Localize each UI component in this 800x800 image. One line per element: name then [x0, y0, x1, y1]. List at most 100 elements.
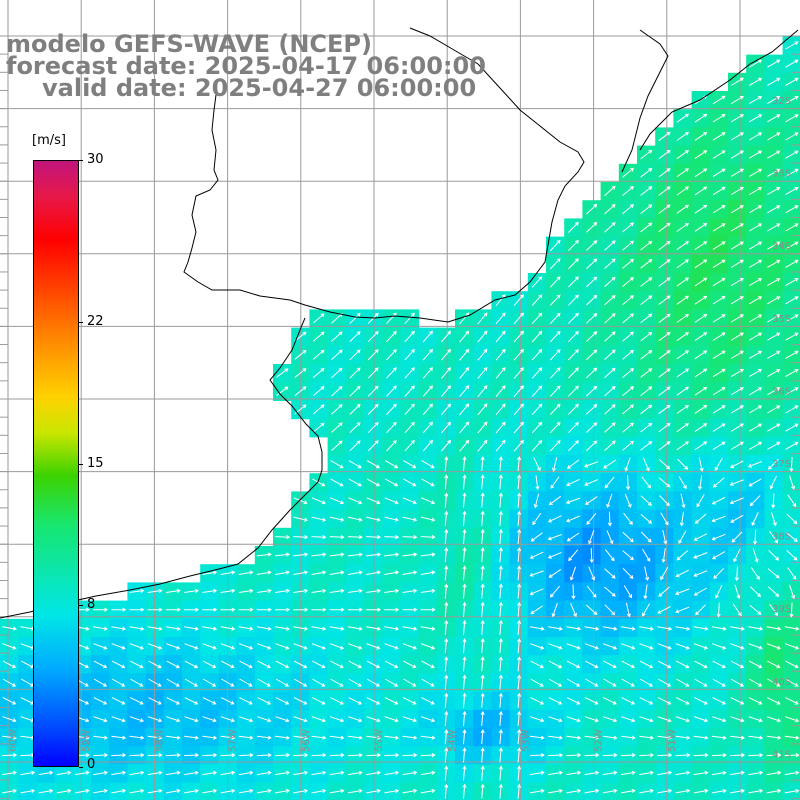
wind-arrow [366, 735, 381, 740]
wind-arrow [767, 241, 781, 250]
wind-arrow [184, 660, 199, 669]
wind-arrow [516, 747, 522, 763]
wind-arrow [767, 441, 781, 450]
wind-arrow [420, 753, 436, 758]
wind-arrow [384, 770, 400, 776]
wind-arrow [620, 735, 636, 740]
wind-arrow [657, 643, 672, 650]
latitude-label: 37S [772, 459, 791, 470]
wind-arrow [129, 626, 145, 631]
wind-arrow [584, 770, 600, 776]
wind-arrow [293, 552, 309, 557]
wind-arrow [694, 697, 708, 705]
wind-arrow [329, 588, 345, 593]
wind-arrow [165, 788, 181, 794]
wind-arrow [641, 476, 651, 489]
wind-arrow [516, 510, 522, 526]
wind-arrow [640, 295, 653, 305]
wind-arrow [349, 367, 361, 379]
wind-arrow [516, 492, 522, 508]
wind-arrow [622, 550, 634, 561]
wind-arrow [384, 626, 400, 631]
wind-arrow [347, 552, 363, 557]
wind-arrow [220, 643, 236, 650]
wind-arrow [56, 788, 72, 794]
wind-arrow [697, 475, 703, 491]
wind-arrow [769, 475, 777, 490]
wind-arrow [639, 753, 655, 758]
wind-arrow [93, 788, 108, 794]
wind-arrow [729, 497, 744, 505]
wind-arrow [147, 607, 163, 612]
wind-arrow [384, 660, 399, 669]
wind-arrow [551, 457, 558, 472]
wind-arrow [785, 223, 799, 232]
wind-speed-field [0, 36, 800, 800]
wind-arrow [293, 697, 308, 705]
wind-arrow [516, 547, 522, 563]
wind-arrow [676, 259, 689, 269]
wind-arrow [712, 387, 726, 396]
wind-arrow [620, 626, 636, 631]
wind-arrow [676, 441, 689, 451]
wind-arrow [606, 530, 614, 545]
wind-arrow [602, 788, 618, 794]
wind-arrow [202, 626, 218, 631]
wind-arrow [604, 294, 616, 306]
wind-arrow [498, 729, 503, 745]
longitude-label: 57W [228, 729, 239, 752]
wind-arrow [767, 314, 781, 323]
wind-arrow [462, 510, 467, 526]
wind-arrow [311, 588, 327, 593]
wind-arrow [548, 697, 563, 705]
wind-arrow [516, 638, 522, 654]
wind-arrow [384, 478, 399, 487]
wind-arrow [749, 150, 763, 159]
wind-arrow [184, 770, 199, 776]
wind-arrow [498, 638, 503, 654]
wind-arrow [750, 567, 760, 580]
wind-arrow [785, 59, 799, 68]
wind-arrow [711, 533, 726, 541]
wind-arrow [566, 678, 581, 687]
wind-arrow [730, 626, 745, 631]
wind-arrow [640, 495, 653, 506]
wind-arrow [111, 716, 126, 723]
wind-arrow [498, 456, 503, 472]
wind-arrow [748, 735, 764, 740]
wind-arrow [767, 259, 781, 268]
wind-arrow [462, 456, 467, 472]
wind-arrow [402, 788, 418, 794]
forecast-date: forecast date: 2025-04-17 06:00:00 [6, 52, 486, 80]
wind-arrow [585, 604, 598, 616]
wind-arrow [547, 551, 562, 559]
colorbar [33, 160, 79, 767]
wind-arrow [730, 205, 744, 214]
wind-arrow [748, 626, 764, 631]
wind-arrow [785, 660, 799, 669]
wind-arrow [639, 643, 654, 650]
wind-arrow [621, 678, 635, 687]
wind-arrow [367, 403, 379, 415]
wind-arrow [516, 674, 522, 690]
wind-arrow [639, 735, 654, 740]
wind-arrow [748, 678, 763, 687]
wind-arrow [586, 512, 597, 525]
wind-arrow [675, 770, 691, 776]
wind-arrow [366, 678, 381, 687]
wind-arrow [662, 529, 668, 545]
wind-arrow [639, 788, 654, 794]
wind-arrow [184, 735, 199, 740]
wind-arrow [749, 77, 763, 86]
wind-arrow [311, 753, 327, 758]
wind-arrow [220, 697, 235, 705]
wind-arrow [311, 697, 326, 705]
wind-arrow [693, 735, 709, 740]
wind-arrow [294, 349, 307, 360]
wind-arrow [331, 404, 343, 415]
wind-arrow [275, 607, 291, 612]
wind-arrow [584, 788, 600, 794]
wind-arrow [642, 603, 651, 617]
wind-arrow [444, 656, 449, 672]
wind-arrow [498, 765, 503, 781]
